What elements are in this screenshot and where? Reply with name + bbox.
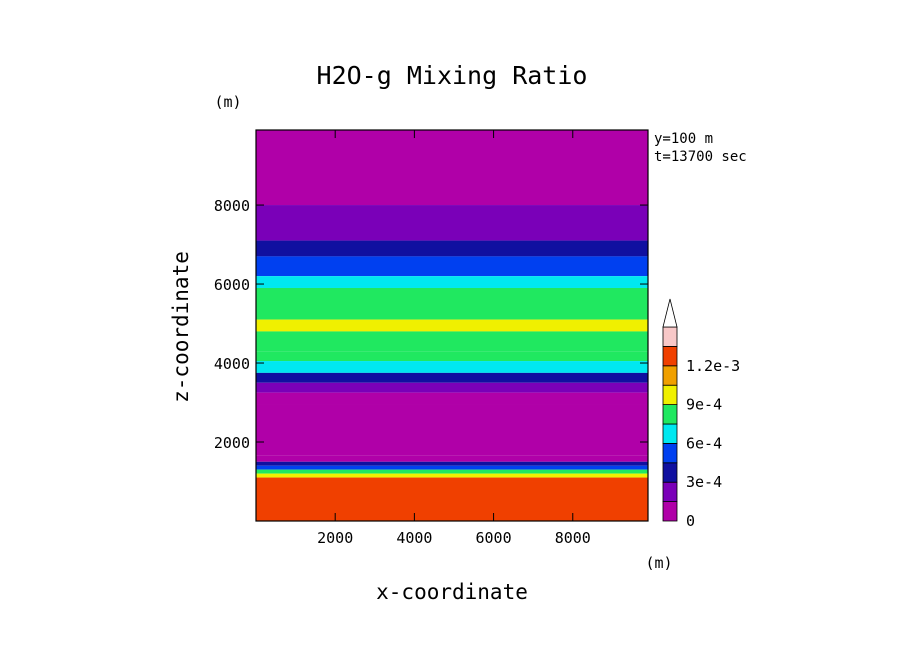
colorbar-swatch-9 [662, 326, 678, 347]
band-13 [256, 392, 648, 405]
x-axis-title: x-coordinate [376, 580, 528, 604]
band-2 [256, 205, 648, 241]
x-tick-label-3: 8000 [555, 529, 591, 547]
colorbar-label-0: 0 [686, 512, 695, 530]
band-4 [256, 256, 648, 277]
band-15 [256, 455, 648, 462]
colorbar-swatch-7 [662, 365, 678, 386]
y-tick-label-2: 6000 [214, 276, 250, 294]
info-line-y: y=100 m [654, 131, 713, 147]
band-9 [256, 351, 648, 362]
band-5 [256, 276, 648, 288]
band-18 [256, 469, 648, 474]
colorbar-swatch-3 [662, 442, 678, 464]
band-12 [256, 382, 648, 393]
band-3 [256, 240, 648, 257]
x-tick-label-1: 4000 [396, 529, 432, 547]
colorbar-swatch-0 [662, 501, 678, 522]
colorbar-swatch-4 [662, 423, 678, 444]
y-tick-label-1: 4000 [214, 355, 250, 373]
y-unit-label: (m) [214, 93, 241, 111]
y-tick-label-0: 2000 [214, 434, 250, 452]
chart-title: H2O-g Mixing Ratio [317, 61, 588, 90]
colorbar-label-1: 3e-4 [686, 473, 722, 491]
colorbar-label-4: 1.2e-3 [686, 357, 740, 375]
x-unit-label: (m) [645, 554, 672, 572]
colorbar-swatch-6 [662, 384, 678, 406]
y-axis-title: z-coordinate [169, 251, 193, 403]
band-11 [256, 372, 648, 383]
x-tick-label-0: 2000 [317, 529, 353, 547]
contour-field [256, 130, 648, 521]
y-tick-label-3: 8000 [214, 197, 250, 215]
colorbar-label-3: 9e-4 [686, 396, 722, 414]
colorbar-swatch-5 [662, 404, 678, 425]
band-17 [256, 465, 648, 470]
band-20 [256, 477, 648, 482]
colorbar-label-2: 6e-4 [686, 434, 722, 452]
band-6 [256, 287, 648, 320]
plot-frame [255, 129, 649, 522]
info-line-t: t=13700 sec [654, 149, 747, 165]
x-ticks: 2000 4000 6000 8000 [317, 130, 591, 547]
colorbar-swatch-1 [662, 481, 678, 503]
y-ticks: 2000 4000 6000 8000 [214, 197, 648, 452]
colorbar-swatch-2 [662, 462, 678, 483]
band-8 [256, 331, 648, 352]
colorbar-swatch-8 [662, 345, 678, 367]
x-tick-label-2: 6000 [476, 529, 512, 547]
colorbar: 0 3e-4 6e-4 9e-4 1.2e-3 [662, 298, 740, 530]
band-16 [256, 461, 648, 466]
band-14 [256, 404, 648, 456]
band-7 [256, 319, 648, 332]
band-19 [256, 473, 648, 478]
band-0 [256, 130, 648, 170]
band-1 [256, 169, 648, 206]
colorbar-extension [662, 298, 678, 328]
band-10 [256, 361, 648, 373]
band-21 [256, 481, 648, 521]
